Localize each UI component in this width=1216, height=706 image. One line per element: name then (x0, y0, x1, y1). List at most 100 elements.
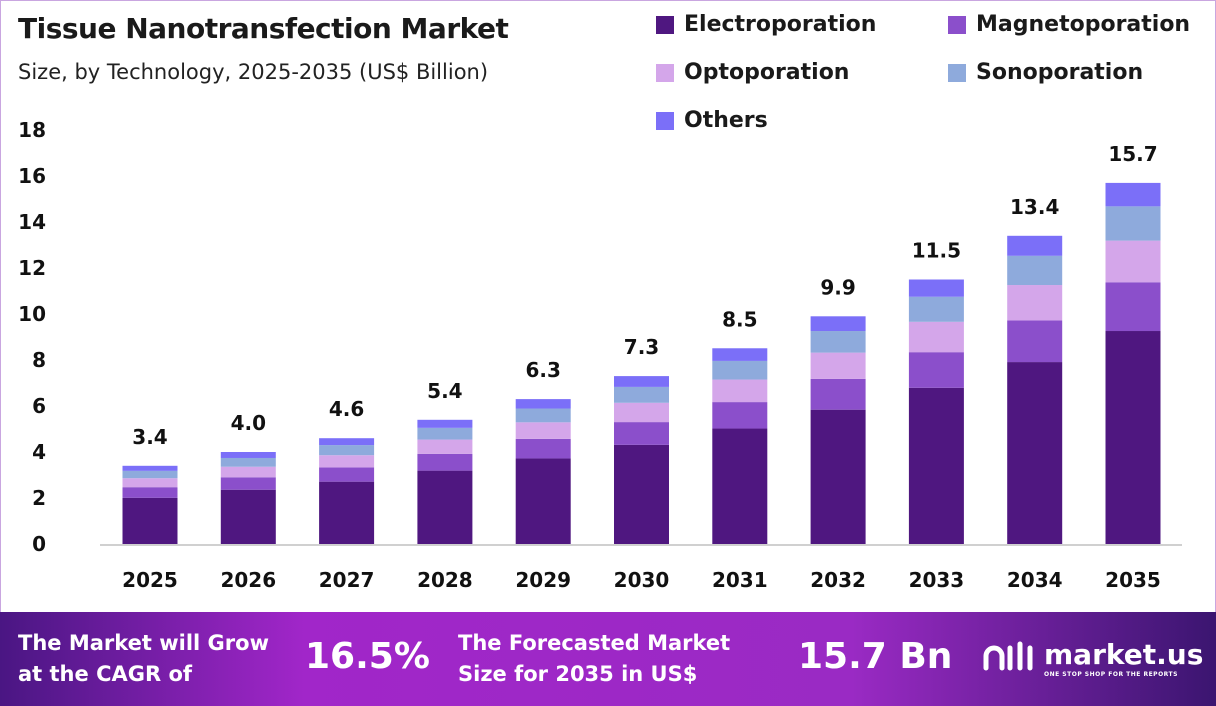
total-label: 9.9 (820, 275, 855, 299)
forecast-value: 15.7 Bn (798, 636, 953, 677)
bar-segment-sonoporation (908, 296, 964, 322)
bar-segment-others (908, 279, 964, 297)
x-tick-label: 2030 (614, 568, 670, 592)
x-tick-label: 2034 (1007, 568, 1063, 592)
bar-segment-magnetoporation (810, 378, 866, 410)
bar-segment-optoporation (614, 402, 669, 423)
bar-segment-others (417, 419, 473, 428)
bar-segment-electroporation (712, 428, 768, 544)
bar-segment-sonoporation (1007, 255, 1063, 286)
logo-text: market.us (1044, 638, 1204, 671)
bar-segment-optoporation (810, 352, 866, 379)
x-tick-label: 2029 (515, 568, 571, 592)
total-label: 4.0 (231, 411, 266, 435)
bar-segment-electroporation (1105, 331, 1161, 544)
y-tick-label: 16 (18, 164, 46, 188)
bar-segment-others (712, 348, 768, 361)
bar-segment-magnetoporation (614, 422, 669, 445)
bar-segment-optoporation (1105, 240, 1161, 283)
total-label: 5.4 (427, 379, 462, 403)
bar-segment-electroporation (1007, 362, 1063, 544)
bar-segment-electroporation (417, 470, 473, 544)
bar-segment-optoporation (220, 466, 276, 478)
bar-segment-others (1007, 235, 1063, 256)
total-label: 15.7 (1108, 142, 1157, 166)
logo-tagline: ONE STOP SHOP FOR THE REPORTS (1044, 671, 1178, 678)
bar-segment-sonoporation (712, 360, 768, 380)
bar-segment-optoporation (1007, 285, 1063, 321)
bar-segment-magnetoporation (122, 487, 178, 498)
bar-segment-others (515, 399, 571, 409)
y-tick-label: 12 (18, 256, 46, 280)
total-label: 7.3 (624, 335, 659, 359)
y-tick-label: 2 (32, 486, 46, 510)
total-label: 13.4 (1010, 195, 1059, 219)
stacked-bar-chart: 0 2 4 6 8 10 12 14 16 18 3.4 2025 4.0 2026 4.6 2027 5.4 2… (18, 118, 1182, 592)
bar-segment-magnetoporation (515, 438, 571, 459)
bar-segment-others (319, 438, 375, 446)
bar-segment-optoporation (515, 422, 571, 439)
cagr-label: The Market will Grow at the CAGR of (18, 631, 269, 686)
y-tick-label: 18 (18, 118, 46, 142)
bar-segment-magnetoporation (1105, 282, 1161, 332)
x-tick-label: 2031 (712, 568, 768, 592)
bar-segment-sonoporation (515, 408, 571, 423)
bar-segment-electroporation (908, 387, 964, 544)
legend-others: Others (656, 108, 768, 133)
bar-segment-others (1105, 182, 1161, 207)
legend-optoporation: Optoporation (656, 60, 849, 85)
bar-segment-optoporation (908, 321, 964, 353)
bar-segment-optoporation (712, 379, 768, 403)
bar-segment-electroporation (122, 497, 178, 544)
x-tick-label: 2035 (1105, 568, 1161, 592)
bar-segment-magnetoporation (1007, 320, 1063, 363)
bar-segment-magnetoporation (908, 352, 964, 388)
bar-segment-sonoporation (319, 445, 375, 456)
y-tick-label: 4 (32, 440, 46, 464)
x-tick-label: 2028 (417, 568, 473, 592)
total-label: 4.6 (329, 397, 364, 421)
bar-segment-optoporation (122, 478, 178, 488)
forecast-label: The Forecasted Market Size for 2035 in U… (458, 631, 731, 686)
chart-subtitle: Size, by Technology, 2025-2035 (US$ Bill… (18, 60, 489, 84)
legend-magnetoporation: Magnetoporation (948, 12, 1190, 37)
bar-segment-sonoporation (1105, 206, 1161, 241)
footer-banner: The Market will Grow at the CAGR of 16.5… (0, 612, 1216, 706)
total-label: 6.3 (525, 358, 560, 382)
bar-segment-others (614, 376, 669, 387)
x-tick-label: 2032 (810, 568, 866, 592)
bar-segment-sonoporation (614, 386, 669, 403)
bar-segment-sonoporation (810, 331, 866, 353)
y-tick-label: 8 (32, 348, 46, 372)
bar-segment-electroporation (614, 444, 669, 544)
x-tick-label: 2033 (909, 568, 965, 592)
bar-segment-sonoporation (417, 427, 473, 440)
y-tick-label: 0 (32, 532, 46, 556)
x-tick-label: 2027 (319, 568, 375, 592)
logo-icon (983, 641, 1033, 671)
total-label: 3.4 (132, 425, 167, 449)
legend-electroporation: Electroporation (656, 12, 876, 37)
bar-segment-magnetoporation (319, 467, 375, 482)
cagr-value: 16.5% (305, 636, 430, 677)
y-tick-label: 10 (18, 302, 46, 326)
bar-segment-optoporation (319, 455, 375, 468)
bar-segment-electroporation (515, 458, 571, 544)
chart-title: Tissue Nanotransfection Market (18, 12, 509, 45)
bar-segment-others (810, 316, 866, 332)
y-tick-label: 14 (18, 210, 46, 234)
bar-segment-others (220, 452, 276, 458)
x-tick-label: 2025 (122, 568, 178, 592)
y-tick-label: 6 (32, 394, 46, 418)
bar-segment-optoporation (417, 439, 473, 454)
bar-segment-others (122, 465, 178, 471)
bar-segment-sonoporation (220, 457, 276, 467)
bar-segment-magnetoporation (417, 453, 473, 471)
legend-sonoporation: Sonoporation (948, 60, 1143, 85)
total-label: 11.5 (912, 239, 961, 263)
total-label: 8.5 (722, 308, 757, 332)
bar-segment-sonoporation (122, 470, 178, 479)
market-us-logo: market.us ONE STOP SHOP FOR THE REPORTS (980, 638, 1203, 678)
bar-segment-electroporation (220, 489, 276, 544)
x-tick-label: 2026 (220, 568, 276, 592)
